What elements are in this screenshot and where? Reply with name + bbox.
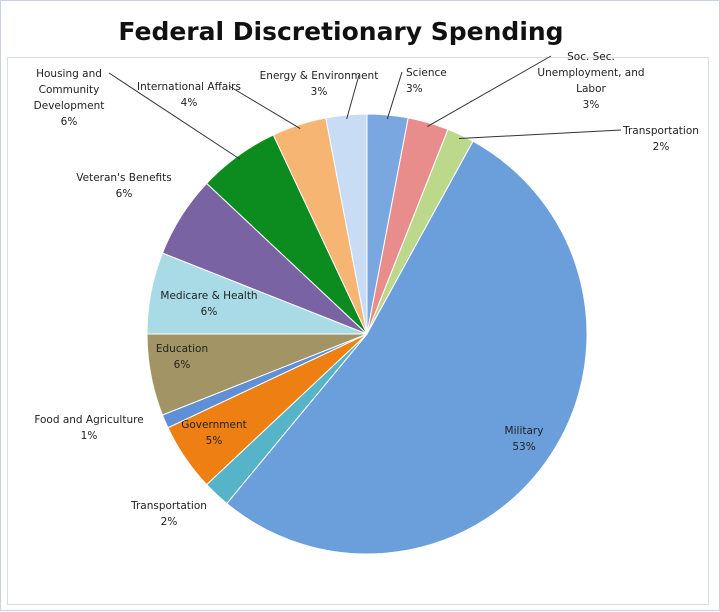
leader-line-international-affairs-11 (228, 85, 301, 130)
leader-line-soc-sec-unemployment-and-labor-1 (427, 55, 552, 128)
slice-label-energy-environment-12: Energy & Environment 3% (260, 70, 379, 98)
slice-label-science-0: Science 3% (406, 67, 447, 95)
pie-slice-military-3 (226, 140, 588, 555)
leader-line-energy-environment-12 (346, 74, 360, 120)
slice-label-food-and-agriculture-6: Food and Agriculture 1% (34, 414, 143, 442)
slice-label-housing-and-community-development-10: Housing and Community Development 6% (34, 68, 105, 128)
leader-line-housing-and-community-development-10 (108, 72, 241, 160)
chart-title: Federal Discretionary Spending (118, 17, 564, 46)
leader-line-transportation-2 (458, 129, 622, 140)
slice-label-education-7: Education 6% (156, 343, 208, 371)
slice-label-international-affairs-11: International Affairs 4% (137, 81, 241, 109)
leader-line-science-0 (386, 71, 403, 120)
slice-label-transportation-4: Transportation 2% (130, 500, 207, 528)
slice-label-government-5: Government 5% (181, 419, 246, 447)
slice-label-military-3: Military 53% (505, 425, 544, 453)
slice-label-medicare-health-8: Medicare & Health 6% (160, 290, 257, 318)
slice-label-soc-sec-unemployment-and-labor-1: Soc. Sec. Unemployment, and Labor 3% (537, 51, 644, 111)
pie-slice-energy-environment-12 (325, 113, 368, 335)
slice-label-transportation-2: Transportation 2% (622, 125, 699, 153)
slice-label-veteran-s-benefits-9: Veteran's Benefits 6% (76, 172, 171, 200)
